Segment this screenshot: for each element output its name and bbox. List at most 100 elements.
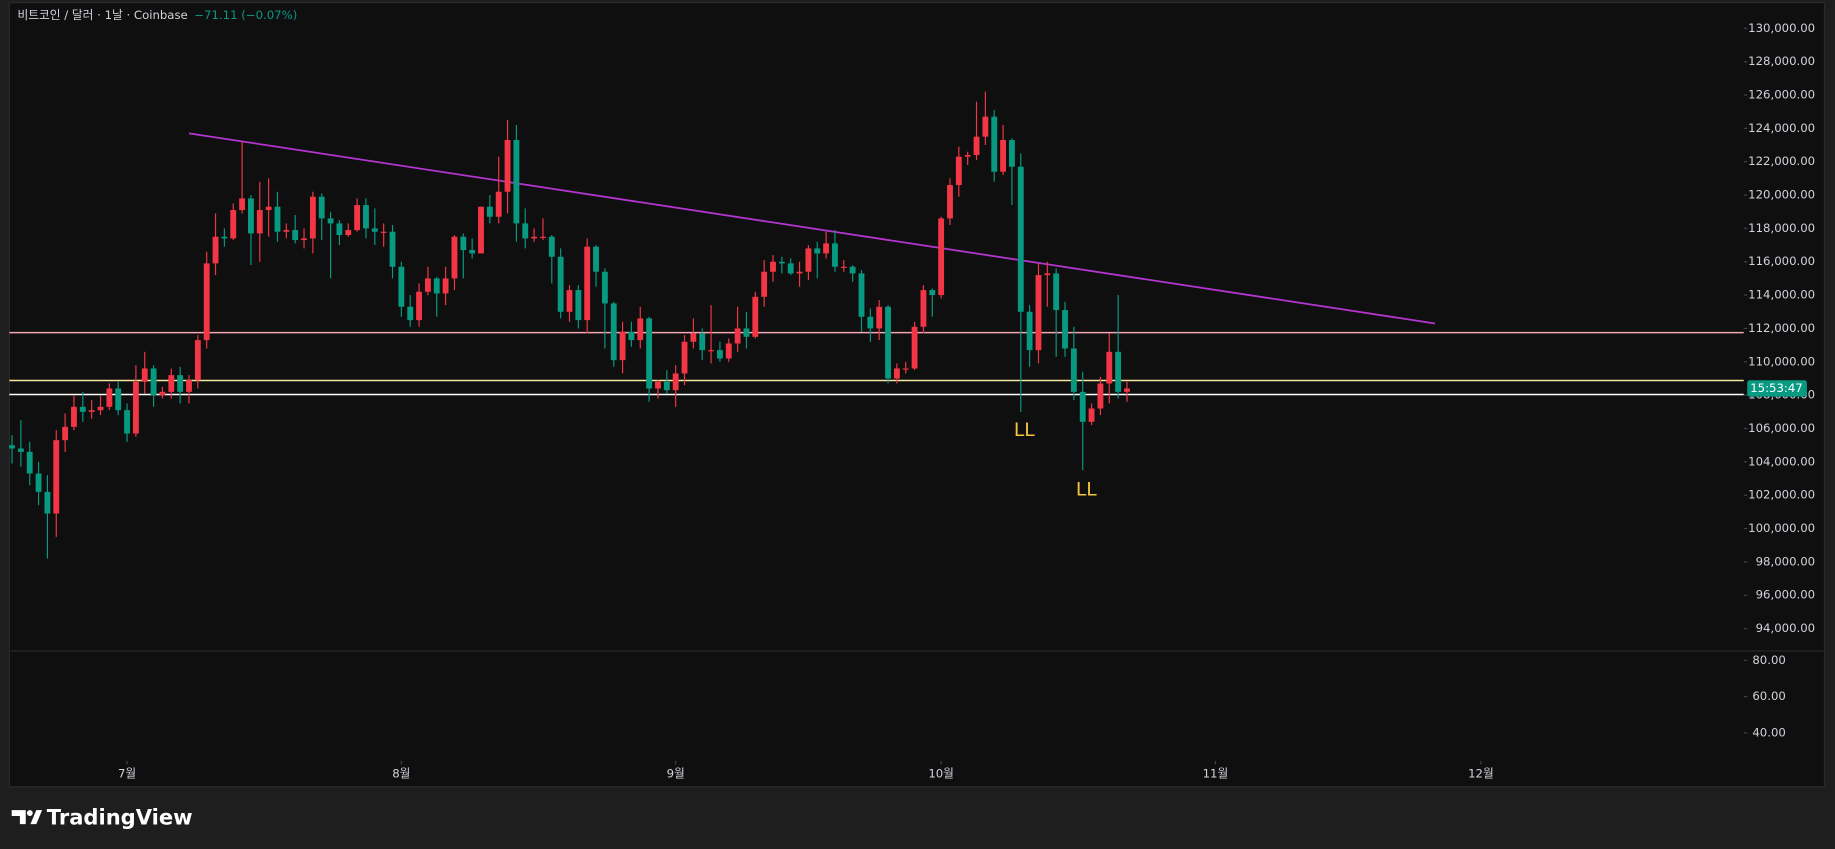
candle-body <box>292 230 299 241</box>
candle-body <box>363 205 369 229</box>
candle-body <box>97 406 104 411</box>
y-tick-label: 118,000.00 <box>1748 221 1815 235</box>
y-tick-label: 100,000.00 <box>1748 521 1815 535</box>
candle-body <box>761 271 768 297</box>
candle-body <box>1026 311 1033 351</box>
pane-y-tick-label: 40.00 <box>1752 725 1785 739</box>
candle-body <box>619 331 626 361</box>
candle-body <box>371 228 378 232</box>
price-change: −71.11 (−0.07%) <box>194 8 297 22</box>
candle-body <box>982 116 989 137</box>
y-tick-label: 126,000.00 <box>1748 87 1815 101</box>
candle-body <box>1009 140 1015 167</box>
trend-line <box>188 132 1436 325</box>
candle-body <box>531 236 538 239</box>
countdown-label: 15:53:47 <box>1750 381 1803 395</box>
pane-y-tick-label: 80.00 <box>1752 653 1785 667</box>
y-tick-label: 120,000.00 <box>1748 188 1815 202</box>
candle-body <box>424 278 431 292</box>
candle-body <box>902 368 909 370</box>
candle-body <box>159 391 166 396</box>
candle-body <box>79 406 86 412</box>
y-tick-label: 110,000.00 <box>1748 354 1815 368</box>
candle-body <box>301 238 307 241</box>
candle-body <box>203 263 210 341</box>
candle-body <box>53 440 60 514</box>
candle-body <box>1070 348 1077 392</box>
candle-body <box>1115 351 1122 392</box>
candle-body <box>433 278 440 294</box>
candle-body <box>1088 408 1095 422</box>
candle-body <box>991 116 998 172</box>
candle-body <box>88 410 95 412</box>
candle-body <box>141 368 148 382</box>
candle-body <box>1097 383 1104 409</box>
y-tick-label: 128,000.00 <box>1748 54 1815 68</box>
candle-body <box>230 210 237 239</box>
candle-body <box>655 381 661 389</box>
x-tick-label: 7월 <box>118 766 136 780</box>
candle-body <box>336 223 343 236</box>
candle-body <box>805 248 812 272</box>
candle-body <box>814 248 821 254</box>
candle-body <box>380 231 387 233</box>
candle-body <box>486 206 493 217</box>
candle-body <box>1053 273 1060 311</box>
candle-body <box>973 136 980 156</box>
candle-body <box>495 191 502 217</box>
candle-body <box>849 266 856 274</box>
candle-body <box>274 206 281 232</box>
candle-body <box>690 333 697 342</box>
candle-body <box>911 326 918 369</box>
candle-body <box>1079 391 1086 422</box>
candle-body <box>26 451 33 474</box>
candle-body <box>327 218 334 224</box>
candle-body <box>699 333 706 351</box>
y-tick-label: 102,000.00 <box>1748 488 1815 502</box>
candle-body <box>283 230 290 232</box>
candle-body <box>787 263 794 274</box>
candle-body <box>920 290 927 327</box>
candle-body <box>1106 351 1113 384</box>
x-tick-label: 10월 <box>928 766 954 780</box>
candle-body <box>867 316 874 329</box>
candle-body <box>938 218 945 296</box>
candle-body <box>823 243 830 254</box>
candle-body <box>239 198 246 211</box>
candle-body <box>964 155 971 157</box>
candle-body <box>734 328 741 344</box>
x-tick-label: 9월 <box>667 766 685 780</box>
candle-body <box>451 236 458 279</box>
candle-body <box>1124 388 1130 392</box>
y-tick-label: 114,000.00 <box>1748 288 1815 302</box>
candle-body <box>345 230 352 236</box>
y-tick-label: 122,000.00 <box>1748 154 1815 168</box>
candle-body <box>1062 310 1068 349</box>
candle-body <box>265 206 272 211</box>
candle-body <box>637 318 644 341</box>
candle-body <box>44 491 51 514</box>
candle-body <box>398 266 405 307</box>
candle-body <box>681 341 688 374</box>
y-tick-label: 112,000.00 <box>1748 321 1815 335</box>
candle-body <box>796 271 803 274</box>
logo-icon <box>11 810 43 825</box>
candle-body <box>186 380 192 392</box>
candle-body <box>35 473 42 492</box>
candle-body <box>221 236 228 239</box>
candle-body <box>256 210 263 234</box>
candle-body <box>947 185 953 219</box>
candle-body <box>628 331 635 341</box>
candle-body <box>177 375 184 392</box>
candle-body <box>840 266 847 268</box>
candle-body <box>407 306 414 321</box>
candle-body <box>150 368 157 396</box>
candle-body <box>248 198 254 234</box>
candle-body <box>929 290 936 296</box>
y-tick-label: 124,000.00 <box>1748 121 1815 135</box>
y-tick-label: 104,000.00 <box>1748 454 1815 468</box>
candle-body <box>212 236 219 264</box>
candle-body <box>858 273 865 317</box>
candle-body <box>106 388 113 407</box>
candle-body <box>893 368 900 379</box>
